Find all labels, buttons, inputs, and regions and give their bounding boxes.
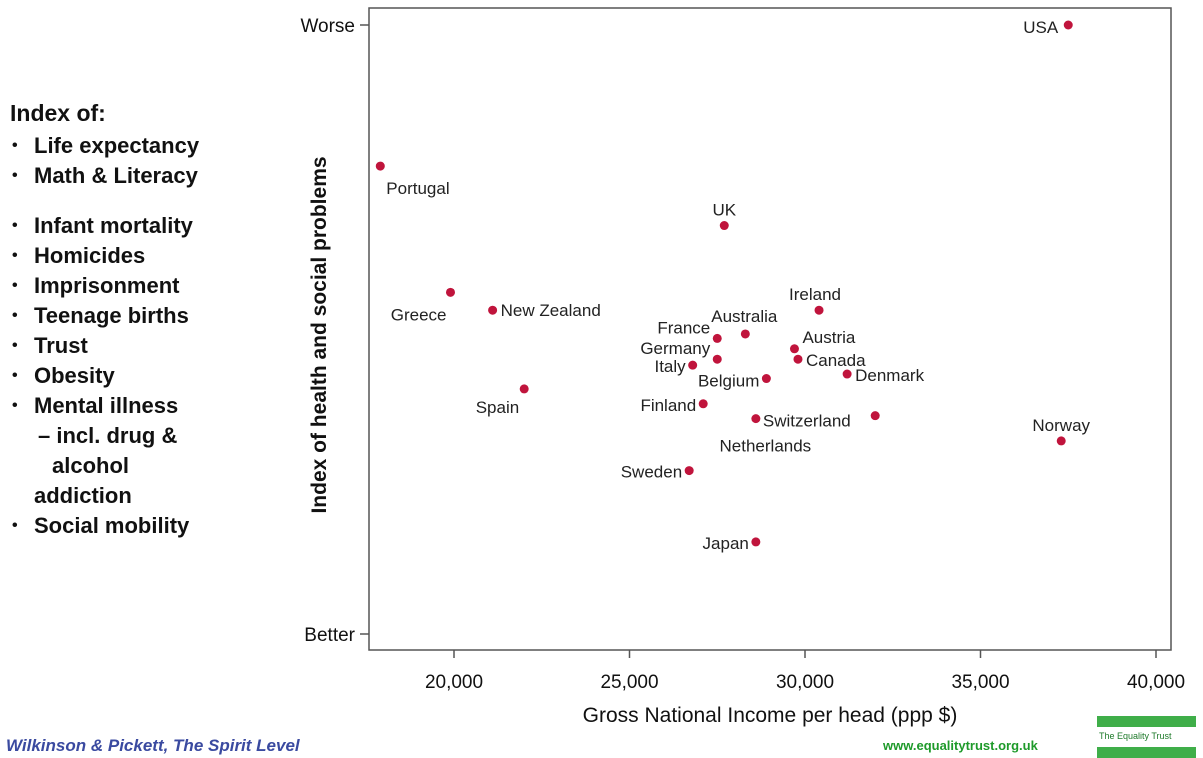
- index-list: Life expectancyMath & Literacy Infant mor…: [10, 131, 340, 541]
- point-label: Netherlands: [720, 437, 812, 456]
- plot-frame: [368, 7, 1172, 651]
- data-point: [740, 329, 750, 339]
- index-item: Infant mortality: [10, 211, 340, 241]
- index-item: Math & Literacy: [10, 161, 340, 191]
- point-label: Switzerland: [763, 412, 851, 431]
- data-point: [751, 537, 761, 547]
- point-label: Ireland: [789, 285, 841, 304]
- data-point: [842, 369, 852, 379]
- index-item: Obesity: [10, 361, 340, 391]
- index-item: Life expectancy: [10, 131, 340, 161]
- index-item: Mental illness: [10, 391, 340, 421]
- point-label: Canada: [806, 351, 866, 370]
- point-label: Germany: [640, 339, 710, 358]
- point-label: Greece: [391, 305, 447, 324]
- logo-text: The Equality Trust: [1099, 731, 1172, 741]
- point-label: Norway: [1032, 416, 1090, 435]
- index-item: Teenage births: [10, 301, 340, 331]
- data-point: [488, 305, 498, 315]
- x-axis-title: Gross National Income per head (ppp $): [583, 704, 958, 727]
- data-point: [712, 354, 722, 364]
- equality-trust-logo: The Equality Trust: [1097, 716, 1196, 758]
- x-axis: 20,000 25,000 30,000 35,000 40,000: [425, 650, 1185, 693]
- data-point: [445, 287, 455, 297]
- index-item: Trust: [10, 331, 340, 361]
- index-item: alcohol: [52, 453, 130, 478]
- y-axis-title: Index of health and social problems: [308, 156, 331, 513]
- point-label: USA: [1023, 18, 1059, 37]
- data-point: [1056, 436, 1066, 446]
- index-item: Social mobility: [10, 511, 340, 541]
- point-label: Japan: [703, 534, 749, 553]
- y-tick-label: Better: [304, 625, 355, 646]
- data-point: [793, 354, 803, 364]
- index-item: Imprisonment: [10, 271, 340, 301]
- point-label: UK: [712, 201, 736, 220]
- data-point: [698, 399, 708, 409]
- data-point: [712, 333, 722, 343]
- point-label: France: [657, 318, 710, 337]
- index-item: addiction: [34, 483, 132, 508]
- y-axis: Worse Better: [300, 16, 369, 646]
- index-title: Index of:: [10, 100, 106, 126]
- x-tick-label: 25,000: [600, 672, 658, 693]
- point-label: Australia: [711, 307, 778, 326]
- point-label: Italy: [654, 357, 686, 376]
- x-tick-label: 20,000: [425, 672, 483, 693]
- data-point: [814, 305, 824, 315]
- point-label: Belgium: [698, 372, 759, 391]
- x-tick-label: 35,000: [951, 672, 1009, 693]
- website-link[interactable]: www.equalitytrust.org.uk: [883, 738, 1038, 753]
- data-point: [519, 384, 529, 394]
- index-item: – incl. drug &: [38, 423, 178, 448]
- point-label: New Zealand: [501, 301, 601, 320]
- source-credit: Wilkinson & Pickett, The Spirit Level: [6, 736, 300, 755]
- data-point: [789, 344, 799, 354]
- index-panel: Index of: Life expectancyMath & Literacy…: [10, 100, 340, 541]
- point-label: Denmark: [855, 366, 924, 385]
- data-point: [870, 411, 880, 421]
- point-label: Spain: [476, 398, 519, 417]
- data-point: [751, 414, 761, 424]
- x-tick-label: 40,000: [1127, 672, 1185, 693]
- data-point: [688, 360, 698, 370]
- point-label: Sweden: [621, 463, 682, 482]
- point-label: Austria: [802, 328, 855, 347]
- y-tick-label: Worse: [300, 16, 355, 37]
- data-point: [719, 221, 729, 231]
- point-label: Portugal: [386, 179, 449, 198]
- x-tick-label: 30,000: [776, 672, 834, 693]
- data-point: [1063, 20, 1073, 30]
- point-label: Finland: [640, 396, 696, 415]
- index-item: Homicides: [10, 241, 340, 271]
- data-points: USA Portugal UK Greece New Zealand Ireland Aus…: [375, 18, 1091, 553]
- data-point: [375, 161, 385, 171]
- data-point: [684, 466, 694, 476]
- data-point: [761, 374, 771, 384]
